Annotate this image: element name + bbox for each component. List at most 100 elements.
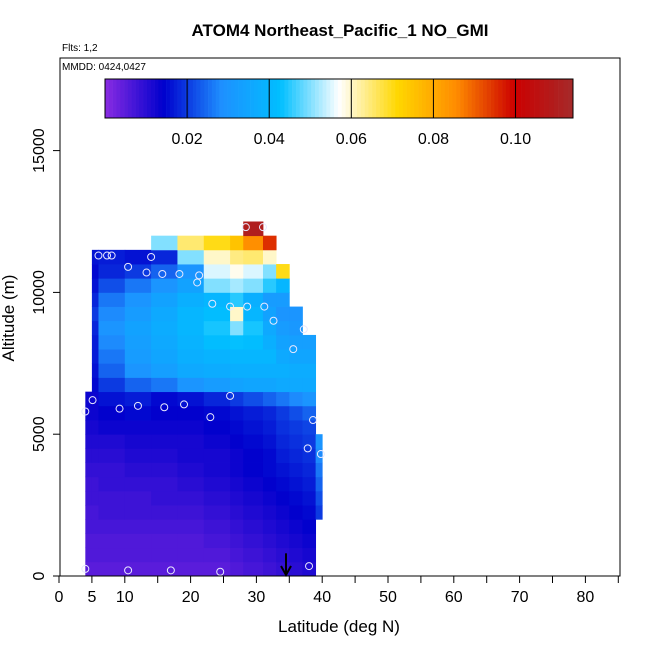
heatmap-cell (302, 490, 317, 506)
heatmap-cell (151, 476, 178, 492)
heatmap-cell (289, 363, 303, 378)
colorbar-swatch (524, 79, 531, 118)
y-axis: 0 5000 10000 15000 (31, 128, 60, 580)
heatmap-cell (98, 547, 126, 563)
heatmap-cell (262, 490, 277, 506)
heatmap-cell (177, 476, 205, 492)
colorbar-swatch (379, 79, 385, 118)
colorbar-swatch (246, 79, 251, 118)
heatmap-cell (230, 561, 244, 577)
heatmap-cell (243, 519, 264, 534)
heatmap-cell (124, 334, 152, 350)
heatmap-cell (276, 264, 290, 279)
sample-point (208, 299, 217, 308)
heatmap-cell (230, 320, 244, 336)
heatmap-cell (289, 377, 303, 393)
heatmap-cell (177, 561, 205, 577)
y-axis-label: Altitude (m) (0, 275, 18, 362)
colorbar-tick-label: 0.08 (418, 131, 449, 148)
colorbar-tick-label: 0.06 (336, 131, 367, 148)
heatmap-cell (262, 306, 277, 322)
colorbar-swatch (299, 79, 304, 118)
heatmap-cell (203, 391, 231, 407)
heatmap-cell (276, 334, 290, 350)
heatmap-cell (98, 448, 126, 463)
heatmap-cell (230, 405, 244, 421)
colorbar-swatch (272, 79, 278, 118)
heatmap-cell (151, 292, 178, 307)
x-tick-label: 50 (379, 589, 397, 606)
flights-annotation: Flts: 1,2 (62, 43, 98, 54)
colorbar-swatch (196, 79, 201, 118)
heatmap-cell (124, 264, 152, 279)
colorbar-swatch (204, 79, 209, 118)
colorbar-swatch (238, 79, 243, 118)
heatmap-cells (85, 221, 323, 577)
heatmap-cell (203, 547, 231, 563)
heatmap-cell (91, 377, 99, 393)
colorbar-swatch (429, 79, 434, 118)
heatmap-cell (98, 320, 126, 336)
colorbar-swatch (460, 79, 465, 118)
heatmap-cell (124, 519, 152, 534)
colorbar-swatch (131, 79, 136, 118)
sample-point (260, 302, 269, 311)
colorbar-swatch (173, 79, 178, 118)
x-tick-label: 30 (248, 589, 266, 606)
colorbar-swatch (372, 79, 377, 118)
heatmap-cell (262, 533, 277, 549)
colorbar-swatch (326, 79, 331, 118)
heatmap-cell (289, 434, 303, 449)
heatmap-cell (276, 533, 290, 549)
heatmap-cell (124, 320, 152, 336)
heatmap-cell (91, 505, 99, 520)
colorbar-swatch (139, 79, 144, 118)
colorbar-swatch (318, 79, 323, 118)
heatmap-cell (203, 278, 231, 293)
heatmap-cell (276, 420, 290, 435)
heatmap-cell (177, 278, 205, 293)
heatmap-cell (177, 490, 205, 506)
heatmap-cell (230, 306, 244, 322)
heatmap-cell (276, 547, 290, 563)
heatmap-cell (203, 476, 231, 492)
x-axis-label: Latitude (deg N) (278, 617, 400, 636)
colorbar-swatch (387, 79, 392, 118)
heatmap-cell (151, 519, 178, 534)
colorbar-swatch (303, 79, 308, 118)
heatmap-cell (262, 349, 277, 364)
colorbar-swatch (482, 79, 488, 118)
colorbar-swatch (529, 79, 535, 118)
heatmap-cell (91, 533, 99, 549)
colorbar-swatch (307, 79, 312, 118)
heatmap-cell (124, 490, 152, 506)
heatmap-cell (124, 547, 152, 563)
heatmap-cell (177, 391, 205, 407)
colorbar-swatch (486, 79, 491, 118)
heatmap-cell (243, 264, 264, 279)
heatmap-cell (302, 363, 317, 378)
sample-point (289, 345, 298, 354)
heatmap-cell (151, 306, 178, 322)
heatmap-cell (91, 306, 99, 322)
heatmap-cell (151, 420, 178, 435)
heatmap-cell (230, 448, 244, 463)
sample-points (81, 223, 325, 576)
arrow-head (280, 565, 292, 578)
heatmap-cell (98, 533, 126, 549)
heatmap-cell (302, 462, 317, 478)
colorbar: 0.02 0.04 0.06 0.08 0.10 (104, 78, 574, 148)
heatmap-cell (203, 249, 231, 265)
heatmap-cell (262, 434, 277, 449)
sample-point (158, 269, 167, 278)
heatmap-cell (124, 349, 152, 364)
colorbar-swatch (330, 79, 335, 118)
colorbar-swatch (200, 79, 205, 118)
heatmap-cell (243, 278, 264, 293)
heatmap-cell (151, 363, 178, 378)
colorbar-swatch (280, 79, 285, 118)
heatmap-cell (85, 476, 93, 492)
heatmap-cell (262, 235, 277, 251)
sample-point (195, 271, 204, 280)
